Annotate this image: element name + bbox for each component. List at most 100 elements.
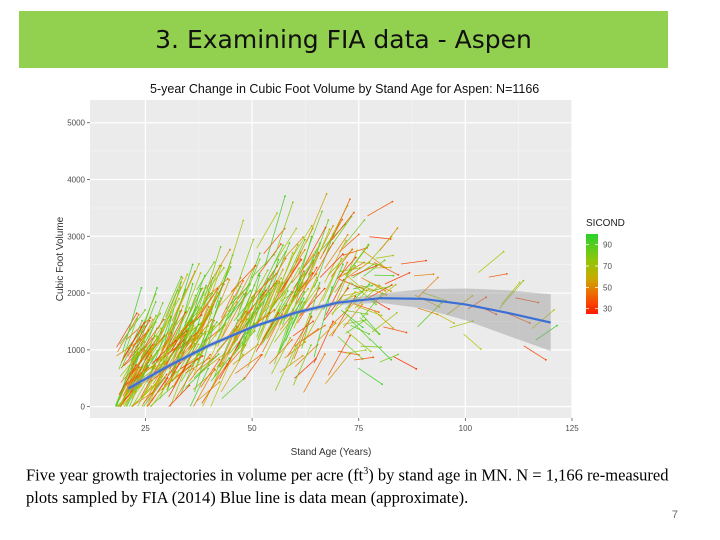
trajectory-segment [252,265,278,303]
trajectory-point [194,294,197,297]
trajectory-segment [161,362,181,391]
trajectory-segment [144,335,165,365]
trajectory-point [349,334,351,337]
mean-line-path [127,297,551,390]
trajectory-point [323,353,326,355]
trajectory-point [394,283,397,286]
trajectory-segment [245,292,268,323]
trajectory-point [143,321,146,324]
trajectory-segment [196,356,217,372]
trajectory-segment [498,280,524,309]
trajectory-point [371,284,373,287]
trajectory-point [342,253,344,256]
trajectory-point [178,297,180,300]
trajectory-segment [196,381,220,402]
trajectory-segment [317,322,336,342]
trajectory-point [277,312,280,314]
trajectory-point [218,381,221,383]
trajectory-segment [324,234,349,269]
trajectory-point [150,354,153,357]
trajectory-segment [345,319,367,334]
trajectory-point [377,311,380,313]
trajectory-segment [283,275,306,320]
trajectory-point [471,295,474,297]
trajectory-segment [361,277,386,292]
trajectory-point [205,284,208,287]
trajectory-point [377,332,380,335]
trajectory-point [243,293,245,295]
trajectory-point [332,320,334,323]
trajectory-point [375,303,377,306]
trajectory-segment [319,253,344,278]
trajectory-segment [115,351,138,406]
trajectory-segment [266,305,288,340]
trajectory-segment [293,277,318,329]
trajectory-point [222,267,225,269]
trajectory-segment [262,306,281,340]
trajectory-segment [325,279,345,316]
trajectory-segment [274,345,297,391]
y-tick-label: 2000 [67,289,85,298]
trajectory-point [162,318,165,321]
trajectory-segment [233,300,258,338]
trajectory-point [388,308,390,310]
trajectory-point [359,267,361,269]
trajectory-segment [138,362,164,381]
trajectory-segment [319,219,343,260]
trajectory-point [361,303,363,306]
trajectory-segment [293,344,312,386]
trajectory-point [140,326,143,329]
trajectory-point [315,276,318,279]
trajectory-segment [218,326,238,368]
trajectory-point [229,262,232,264]
trajectory-segment [150,345,174,370]
trajectory-point [372,356,375,359]
trajectory-segment [337,336,363,360]
trajectory-point [139,366,142,369]
trajectory-point [341,218,344,221]
trajectory-point [261,353,263,356]
trajectory-point [304,341,306,343]
trajectory-point [208,291,211,294]
trajectory-point [303,301,306,303]
trajectory-segment [523,345,547,361]
trajectory-segment [291,255,315,283]
trajectory-point [188,384,191,387]
trajectory-segment [488,273,507,278]
trajectory-segment [346,330,371,352]
trajectory-segment [417,307,438,315]
trajectory-segment [301,282,320,349]
trajectory-point [432,273,435,275]
trajectory-point [140,382,143,385]
trajectory-segment [224,220,244,280]
trajectory-segment [267,281,293,314]
chart-title: 5-year Change in Cubic Foot Volume by St… [150,82,539,96]
caption-superscript: 3 [363,466,369,477]
grid-lines [90,100,573,418]
trajectory-point [361,287,364,290]
trajectory-point [392,254,394,257]
y-tick-label: 1000 [67,346,85,355]
chart-container: 5-year Change in Cubic Foot Volume by St… [48,78,648,458]
trajectory-segment [162,339,185,359]
trajectory-point [184,335,187,338]
trajectory-segment [155,376,177,395]
trajectory-segment [218,342,241,380]
trajectory-segment [153,290,178,351]
trajectory-point [150,347,153,350]
trajectory-segment [236,259,261,319]
trajectory-point [213,368,216,370]
trajectory-point [190,335,193,338]
trajectory-segment [331,212,355,241]
trajectory-point [209,353,212,356]
trajectory-point [332,242,334,245]
trajectory-segment [166,365,191,385]
trajectory-segment [313,233,335,288]
trajectory-segment [130,349,152,389]
trajectory-point [317,284,320,287]
trajectory-segment [363,259,385,277]
trajectory-segment [170,264,193,334]
trajectory-segment [164,274,188,325]
trajectory-point [364,318,367,321]
trajectory-point [289,275,292,277]
